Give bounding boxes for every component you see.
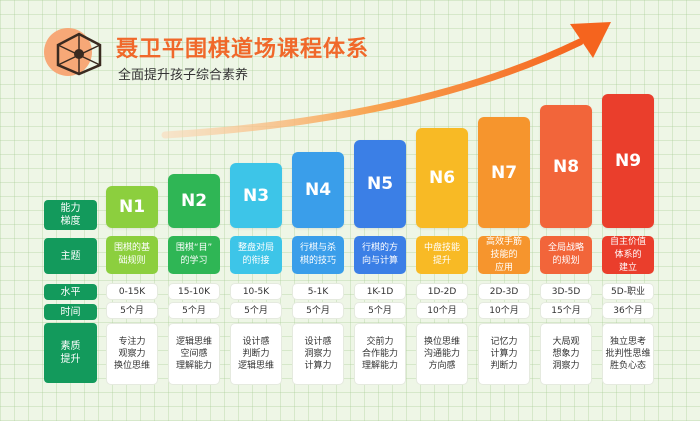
duration-cell-n8: 15个月 bbox=[540, 302, 592, 319]
duration-cell-n1: 5个月 bbox=[106, 302, 158, 319]
theme-cell-n8: 全局战略 的规划 bbox=[540, 236, 592, 274]
qualities-cell-n4: 设计感 洞察力 计算力 bbox=[292, 323, 344, 385]
duration-cell-n6: 10个月 bbox=[416, 302, 468, 319]
row-label-qualities: 素质 提升 bbox=[44, 323, 97, 383]
qualities-cell-n1: 专注力 观察力 换位思维 bbox=[106, 323, 158, 385]
rank-cell-n9: 5D-职业 bbox=[602, 283, 654, 300]
theme-cell-n6: 中盘技能 提升 bbox=[416, 236, 468, 274]
duration-cell-n4: 5个月 bbox=[292, 302, 344, 319]
theme-cell-n7: 高效手筋 技能的 应用 bbox=[478, 236, 530, 274]
rank-cell-n4: 5-1K bbox=[292, 283, 344, 300]
qualities-cell-n5: 交前力 合作能力 理解能力 bbox=[354, 323, 406, 385]
level-card-n5: N5 bbox=[354, 140, 406, 228]
level-card-n8: N8 bbox=[540, 105, 592, 228]
row-label-theme: 主题 bbox=[44, 238, 97, 274]
level-card-n6: N6 bbox=[416, 128, 468, 228]
theme-cell-n2: 围棋“目” 的学习 bbox=[168, 236, 220, 274]
rank-cell-n5: 1K-1D bbox=[354, 283, 406, 300]
qualities-cell-n3: 设计感 判断力 逻辑思维 bbox=[230, 323, 282, 385]
level-card-n1: N1 bbox=[106, 186, 158, 228]
duration-cell-n7: 10个月 bbox=[478, 302, 530, 319]
level-card-n2: N2 bbox=[168, 174, 220, 228]
qualities-cell-n6: 换位思维 沟通能力 方向感 bbox=[416, 323, 468, 385]
growth-arrow-icon bbox=[161, 22, 611, 139]
rank-cell-n2: 15-10K bbox=[168, 283, 220, 300]
level-card-n4: N4 bbox=[292, 152, 344, 228]
rank-cell-n6: 1D-2D bbox=[416, 283, 468, 300]
theme-cell-n1: 围棋的基 础规则 bbox=[106, 236, 158, 274]
theme-cell-n4: 行棋与杀 棋的技巧 bbox=[292, 236, 344, 274]
qualities-cell-n9: 独立思考 批判性思维 胜负心态 bbox=[602, 323, 654, 385]
level-card-n7: N7 bbox=[478, 117, 530, 228]
page-title: 聂卫平围棋道场课程体系 bbox=[116, 37, 370, 62]
duration-cell-n3: 5个月 bbox=[230, 302, 282, 319]
logo bbox=[44, 28, 106, 78]
row-label-rank: 水平 bbox=[44, 284, 97, 300]
row-label-level: 能力 梯度 bbox=[44, 200, 97, 230]
go-board-logo-icon bbox=[56, 32, 102, 76]
theme-cell-n3: 整盘对局 的衔接 bbox=[230, 236, 282, 274]
level-card-n9: N9 bbox=[602, 94, 654, 228]
duration-cell-n2: 5个月 bbox=[168, 302, 220, 319]
rank-cell-n8: 3D-5D bbox=[540, 283, 592, 300]
qualities-cell-n7: 记忆力 计算力 判断力 bbox=[478, 323, 530, 385]
rank-cell-n7: 2D-3D bbox=[478, 283, 530, 300]
rank-cell-n1: 0-15K bbox=[106, 283, 158, 300]
rank-cell-n3: 10-5K bbox=[230, 283, 282, 300]
duration-cell-n9: 36个月 bbox=[602, 302, 654, 319]
row-label-duration: 时间 bbox=[44, 304, 97, 320]
qualities-cell-n2: 逻辑思维 空间感 理解能力 bbox=[168, 323, 220, 385]
level-card-n3: N3 bbox=[230, 163, 282, 228]
theme-cell-n9: 自主价值 体系的 建立 bbox=[602, 236, 654, 274]
duration-cell-n5: 5个月 bbox=[354, 302, 406, 319]
qualities-cell-n8: 大局观 想象力 洞察力 bbox=[540, 323, 592, 385]
page-subtitle: 全面提升孩子综合素养 bbox=[118, 68, 249, 83]
theme-cell-n5: 行棋的方 向与计算 bbox=[354, 236, 406, 274]
